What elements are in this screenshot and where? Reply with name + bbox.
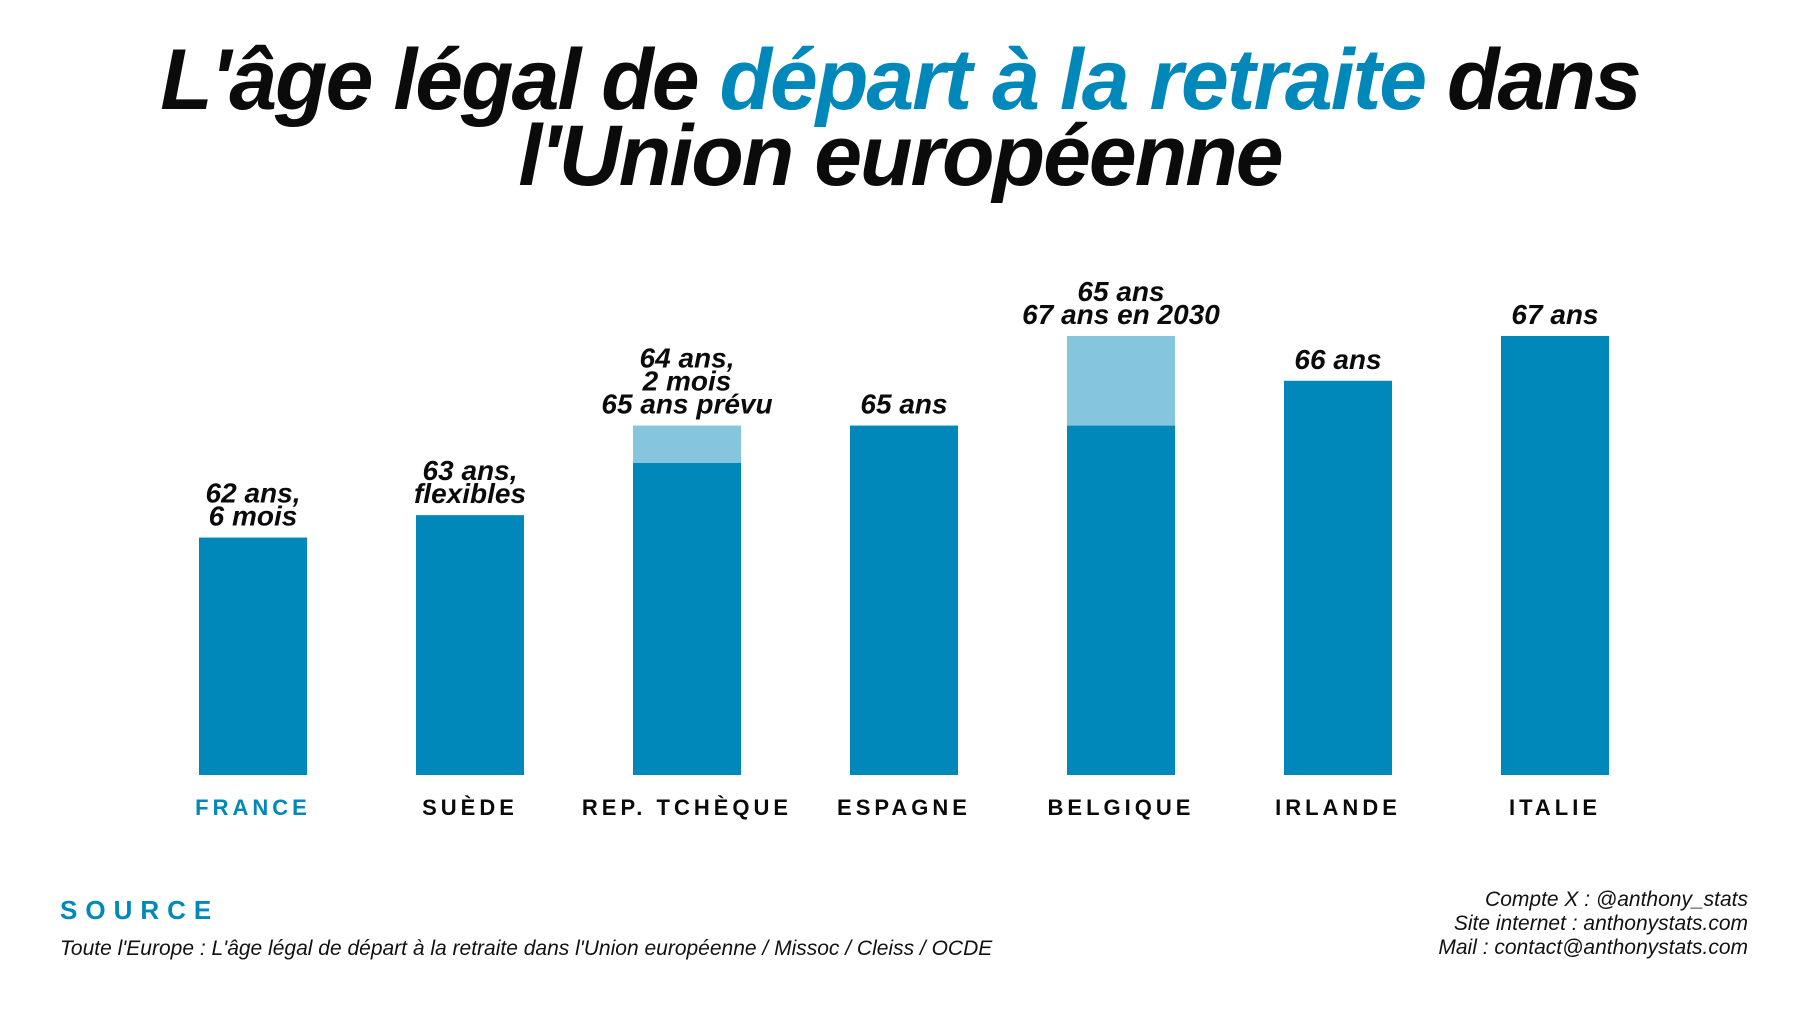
bar-value-label-3-line-2: 2 mois [642, 366, 732, 397]
bar-projection-3 [633, 425, 741, 463]
bar-3 [633, 462, 741, 775]
bar-5 [1067, 425, 1175, 775]
bar-value-label-5-line-1: 65 ans [1077, 276, 1164, 307]
bar-2 [416, 515, 524, 775]
credit-website: Site internet : anthonystats.com [1453, 912, 1748, 935]
source-text: Toute l'Europe : L'âge légal de départ à… [60, 937, 993, 960]
bar-value-label-3-line-3: 65 ans prévu [601, 389, 772, 420]
title-line-2: l'Union européenne [518, 108, 1283, 204]
credit-x-account: Compte X : @anthony_stats [1485, 888, 1748, 911]
bar-value-label-1-line-2: 6 mois [209, 501, 298, 532]
category-label-6: IRLANDE [1275, 795, 1401, 820]
bar-6 [1284, 380, 1392, 775]
category-label-2: SUÈDE [422, 795, 518, 820]
bar-4 [850, 425, 958, 775]
category-label-1: FRANCE [195, 795, 311, 820]
bar-value-label-5-line-2: 67 ans en 2030 [1022, 299, 1220, 330]
category-label-5: BELGIQUE [1048, 795, 1195, 820]
credits: Compte X : @anthony_stats Site internet … [1438, 888, 1748, 960]
chart-title: L'âge légal de départ à la retraite dans… [0, 37, 1800, 204]
bar-7 [1501, 335, 1609, 775]
bar-projection-5 [1067, 335, 1175, 426]
title-part-1: L'âge légal de [160, 32, 720, 128]
bar-value-label-7-line-1: 67 ans [1511, 299, 1598, 330]
category-label-4: ESPAGNE [837, 795, 971, 820]
bar-1 [199, 537, 307, 775]
source-heading: SOURCE [60, 895, 220, 925]
bar-value-label-2-line-2: flexibles [414, 478, 526, 509]
bar-value-label-4-line-1: 65 ans [860, 389, 947, 420]
bar-value-label-1-line-1: 62 ans, [206, 478, 301, 509]
category-label-3: REP. TCHÈQUE [582, 795, 792, 820]
title-part-2: dans [1425, 32, 1642, 128]
bar-value-label-3-line-1: 64 ans, [640, 343, 735, 374]
bar-value-label-6-line-1: 66 ans [1294, 344, 1381, 375]
bar-value-label-2-line-1: 63 ans, [423, 455, 518, 486]
category-label-7: ITALIE [1509, 795, 1601, 820]
credit-mail: Mail : contact@anthonystats.com [1438, 936, 1748, 959]
title-highlight: départ à la retraite [719, 32, 1427, 128]
